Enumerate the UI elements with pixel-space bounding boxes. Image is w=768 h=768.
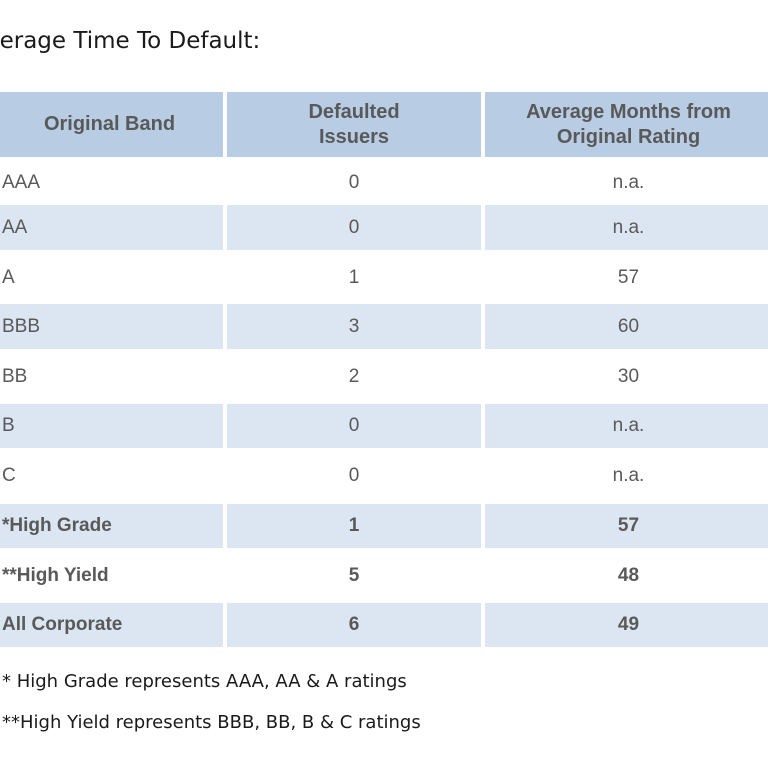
footnote-high-grade: * High Grade represents AAA, AA & A rati… xyxy=(2,671,407,692)
band-cell: C xyxy=(2,465,16,486)
months-cell: 30 xyxy=(617,366,640,387)
issuers-cell: 6 xyxy=(227,603,481,647)
months-cell: 57 xyxy=(485,504,768,548)
issuers-cell: 0 xyxy=(227,404,481,448)
issuers-cell: 3 xyxy=(227,304,481,349)
band-cell: All Corporate xyxy=(0,603,223,647)
footnote-high-yield: **High Yield represents BBB, BB, B & C r… xyxy=(2,712,421,733)
months-cell: 48 xyxy=(617,565,640,586)
header-original-band: Original Band xyxy=(0,92,223,157)
months-cell: 49 xyxy=(485,603,768,647)
months-cell: n.a. xyxy=(485,205,768,250)
issuers-cell: 1 xyxy=(227,504,481,548)
months-cell: n.a. xyxy=(485,404,768,448)
issuers-cell: 5 xyxy=(348,565,360,586)
band-cell: BB xyxy=(2,366,28,387)
band-cell: BBB xyxy=(0,304,223,349)
issuers-cell: 1 xyxy=(348,266,360,288)
months-cell: n.a. xyxy=(612,171,645,193)
header-defaulted-issuers: Defaulted Issuers xyxy=(227,92,481,157)
band-cell: *High Grade xyxy=(0,504,223,548)
issuers-cell: 0 xyxy=(348,465,360,486)
issuers-cell: 0 xyxy=(227,205,481,250)
band-cell: A xyxy=(2,266,15,288)
header-average-months: Average Months from Original Rating xyxy=(485,92,768,157)
page-title: verage Time To Default: xyxy=(0,28,261,54)
issuers-cell: 0 xyxy=(348,171,360,193)
months-cell: n.a. xyxy=(612,465,645,486)
band-cell: B xyxy=(0,404,223,448)
band-cell: AA xyxy=(0,205,223,250)
issuers-cell: 2 xyxy=(348,366,360,387)
months-cell: 57 xyxy=(617,266,640,288)
band-cell: **High Yield xyxy=(2,565,109,586)
months-cell: 60 xyxy=(485,304,768,349)
band-cell: AAA xyxy=(2,171,41,193)
